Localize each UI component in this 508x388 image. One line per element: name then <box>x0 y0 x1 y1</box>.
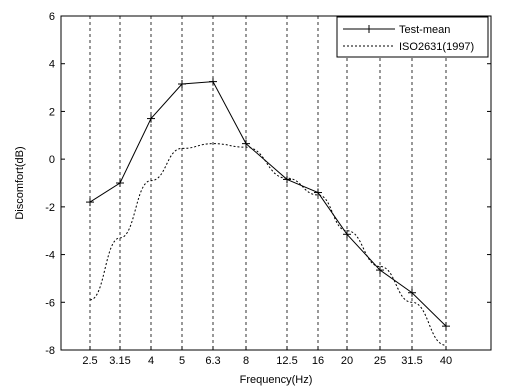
legend-label-iso: ISO2631(1997) <box>399 41 474 53</box>
x-tick-label: 3.15 <box>109 355 130 367</box>
x-tick-label: 40 <box>440 355 452 367</box>
plot-area <box>61 16 491 350</box>
y-tick-label: 4 <box>49 59 55 71</box>
y-tick-label: 6 <box>49 11 55 23</box>
x-tick-label: 31.5 <box>401 355 422 367</box>
legend-label-test-mean: Test-mean <box>399 24 450 36</box>
y-tick-label: -8 <box>45 345 55 357</box>
x-tick-label: 16 <box>312 355 324 367</box>
series-test-mean-line <box>89 81 447 327</box>
x-tick-label: 8 <box>243 355 249 367</box>
series-layer <box>86 77 450 346</box>
x-tick-label: 2.5 <box>82 355 97 367</box>
plot-frame <box>60 15 492 351</box>
x-tick-label: 4 <box>148 355 154 367</box>
legend: Test-mean ISO2631(1997) <box>336 16 489 58</box>
y-tick-label: -4 <box>45 250 55 262</box>
legend-box <box>336 16 489 58</box>
y-tick-label: -6 <box>45 297 55 309</box>
series-iso-line <box>89 143 447 346</box>
x-axis-label: Frequency(Hz) <box>240 374 313 386</box>
x-tick-label: 5 <box>179 355 185 367</box>
y-tick-label: -2 <box>45 202 55 214</box>
y-axis-label: Discomfort(dB) <box>14 146 26 219</box>
x-tick-label: 25 <box>374 355 386 367</box>
grid-layer <box>89 16 447 350</box>
y-tick-label: 2 <box>49 106 55 118</box>
x-tick-label: 6.3 <box>205 355 220 367</box>
x-tick-label: 12.5 <box>276 355 297 367</box>
tick-layer: 2.5 3.15 4 5 6.3 8 12.5 16 20 25 31.5 406420-2-4-6-… <box>45 11 491 367</box>
x-tick-label: 20 <box>341 355 353 367</box>
y-tick-label: 0 <box>49 154 55 166</box>
